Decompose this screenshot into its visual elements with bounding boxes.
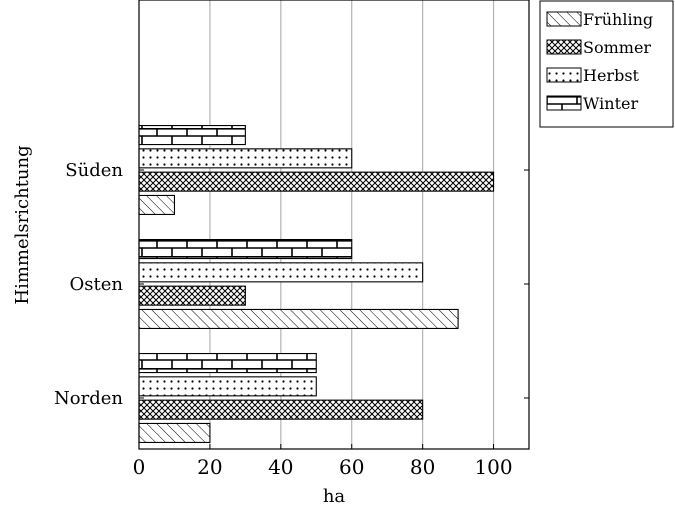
grid-lines [209, 0, 495, 449]
category-label: Süden [65, 160, 123, 181]
bar-herbst-osten [138, 262, 424, 283]
legend-swatch [546, 39, 582, 55]
legend-swatch [546, 11, 582, 27]
x-tick-label: 80 [410, 455, 435, 479]
bars [138, 125, 495, 444]
bar-fr-hling-norden [138, 422, 211, 444]
y-axis-title: Himmelsrichtung [12, 145, 33, 304]
bar-winter-osten [138, 239, 353, 260]
bar-winter-norden [138, 352, 317, 374]
axis-ticks [138, 169, 529, 449]
legend-swatch [546, 67, 582, 83]
bar-fr-hling-süden [138, 194, 176, 215]
legend-swatch [546, 95, 582, 111]
bar-winter-süden [138, 125, 246, 146]
legend-label: Frühling [583, 10, 653, 29]
x-tick-label: 0 [133, 455, 146, 479]
legend: Frühling Sommer Herbst Winter [539, 0, 674, 128]
category-label: Norden [54, 388, 123, 409]
x-tick-label: 60 [339, 455, 364, 479]
plot-frame [138, 0, 530, 450]
x-tick-label: 100 [474, 455, 512, 479]
axis-tick-labels: 0 20 40 60 80 100 Norden Osten Süden [54, 160, 513, 479]
legend-label: Sommer [583, 38, 651, 57]
x-tick-label: 20 [197, 455, 222, 479]
bar-fr-hling-osten [138, 308, 459, 330]
legend-label: Winter [583, 94, 638, 113]
x-axis-title: ha [323, 486, 346, 507]
bar-sommer-süden [138, 171, 495, 192]
legend-label: Herbst [583, 66, 640, 85]
category-label: Osten [70, 274, 124, 295]
x-tick-label: 40 [268, 455, 293, 479]
bar-herbst-norden [138, 376, 317, 397]
bar-herbst-süden [138, 148, 353, 169]
bar-sommer-osten [138, 285, 246, 306]
bar-sommer-norden [138, 399, 424, 420]
